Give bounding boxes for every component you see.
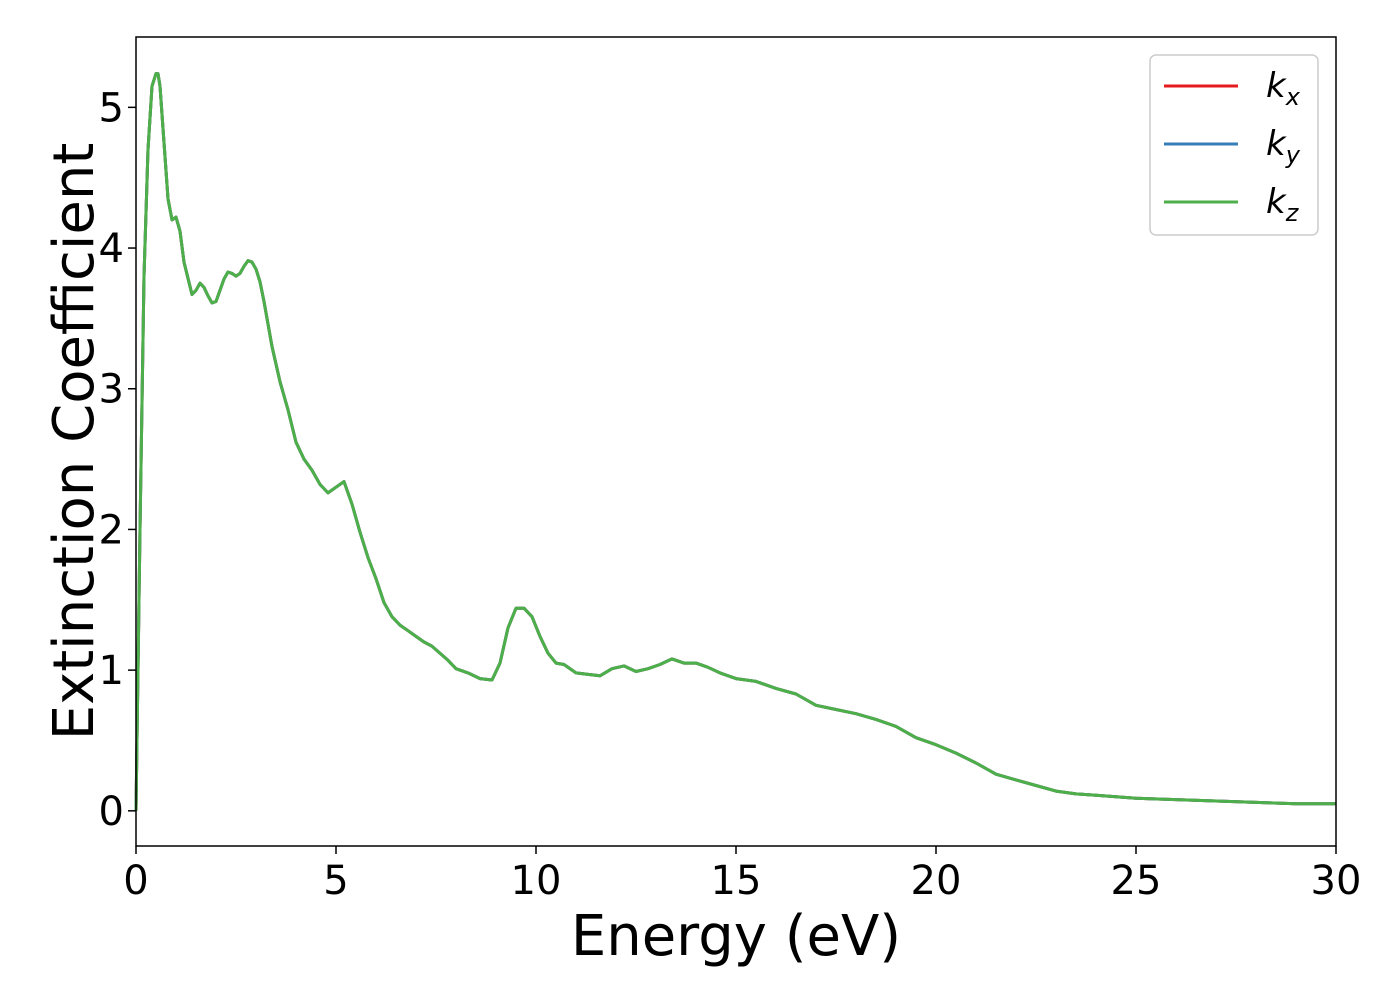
y-axis-title: Extinction Coefficient — [42, 143, 107, 741]
ticks-layer: 0 5 10 15 20 25 30 0 1 2 3 4 5 — [99, 85, 1362, 904]
x-tick-label: 30 — [1311, 858, 1362, 904]
legend-label-ky: ky — [1266, 124, 1301, 169]
x-tick-label: 25 — [1111, 858, 1162, 904]
x-axis-title: Energy (eV) — [571, 904, 901, 969]
legend: kx ky kz — [1149, 54, 1319, 236]
x-tick-label: 0 — [123, 858, 148, 904]
y-tick-label: 3 — [99, 367, 124, 413]
x-tick-label: 15 — [711, 858, 762, 904]
y-tick-label: 4 — [99, 226, 124, 272]
y-tick-label: 1 — [99, 648, 124, 694]
series-line-kz — [134, 72, 1336, 811]
series-layer — [134, 72, 1336, 811]
y-tick-label: 5 — [99, 85, 124, 131]
y-tick-label: 2 — [99, 507, 124, 553]
legend-label-kx: kx — [1266, 66, 1301, 111]
legend-label-kz: kz — [1266, 182, 1300, 227]
y-tick-label: 0 — [99, 789, 124, 835]
x-tick-label: 5 — [323, 858, 348, 904]
x-tick-label: 20 — [911, 858, 962, 904]
x-tick-label: 10 — [511, 858, 562, 904]
